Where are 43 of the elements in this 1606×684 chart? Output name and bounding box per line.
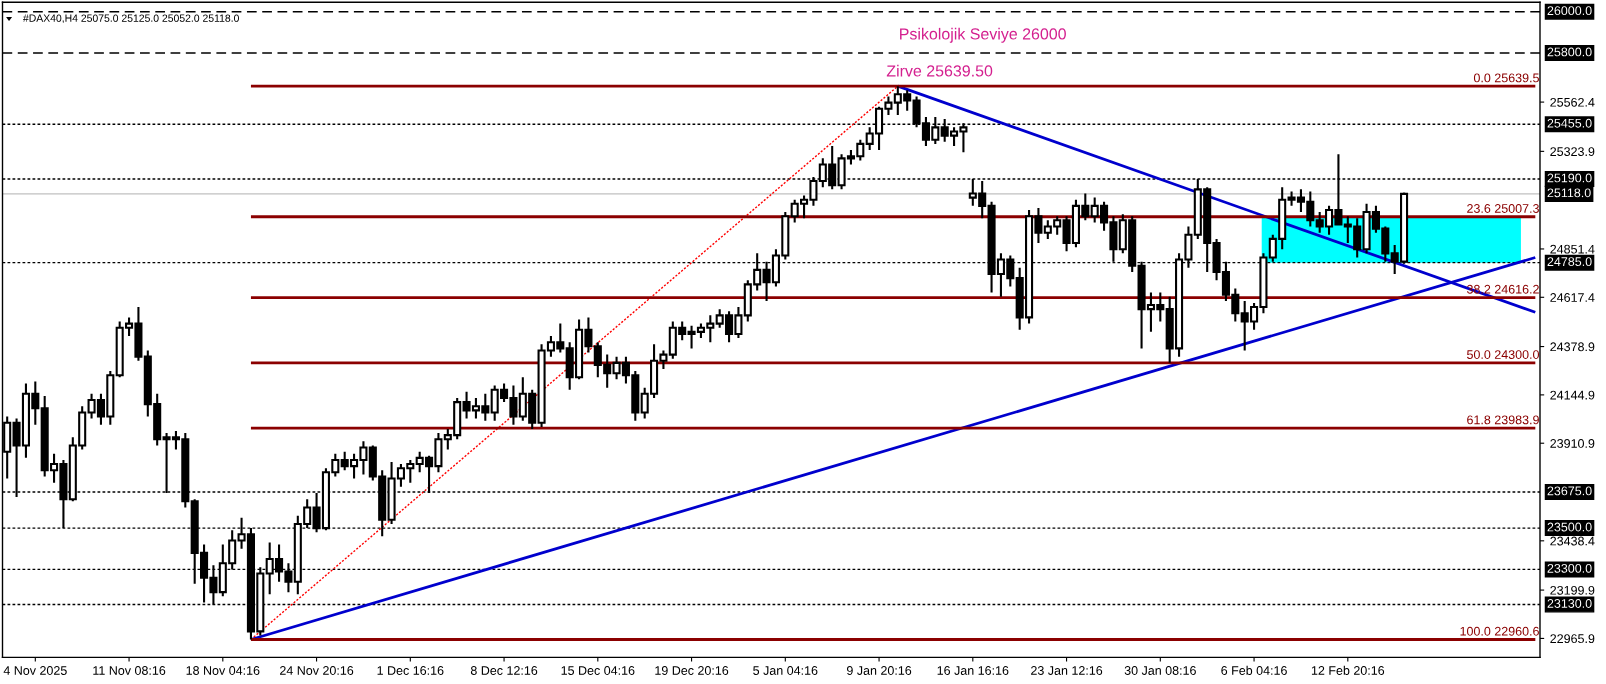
ref-line-label: 23500.0 xyxy=(1547,522,1592,532)
y-tick-label: 24617.4 xyxy=(1550,293,1595,302)
series-label: 23.6 25007.3 xyxy=(1467,204,1539,213)
x-tick-label: 12 Feb 20:16 xyxy=(1311,665,1385,675)
ref-line-label: 23300.0 xyxy=(1547,563,1592,573)
ref-line-label: 25800.0 xyxy=(1547,47,1592,57)
ref-line-label: 25190.0 xyxy=(1547,173,1592,183)
y-tick-label: 23199.9 xyxy=(1550,585,1595,595)
x-tick-label: 5 Jan 04:16 xyxy=(753,666,818,675)
x-tick-label: 11 Nov 08:16 xyxy=(93,666,166,675)
x-tick-label: 30 Jan 08:16 xyxy=(1124,666,1196,675)
x-tick-label: 24 Nov 20:16 xyxy=(280,666,354,675)
ref-line-label: 24785.0 xyxy=(1547,257,1592,267)
y-tick-label: 22965.9 xyxy=(1550,634,1595,644)
series-label: 50.0 24300.0 xyxy=(1467,350,1539,359)
x-tick-label: 16 Jan 16:16 xyxy=(937,666,1009,675)
y-tick-label: 23438.4 xyxy=(1550,536,1595,546)
x-tick-label: 8 Dec 12:16 xyxy=(470,666,538,675)
ref-line-label: 25455.0 xyxy=(1547,118,1592,128)
ref-line-label: 23130.0 xyxy=(1547,599,1592,608)
y-tick-label: 25323.9 xyxy=(1550,147,1595,157)
y-tick-label: 24144.9 xyxy=(1550,390,1595,400)
y-tick-label: 25562.4 xyxy=(1550,97,1595,107)
x-tick-label: 19 Dec 20:16 xyxy=(655,666,729,675)
x-tick-label: 1 Dec 16:16 xyxy=(377,666,444,675)
ref-line-label: 26000.0 xyxy=(1547,6,1592,16)
x-tick-label: 4 Nov 2025 xyxy=(3,666,67,675)
y-tick-label: 24851.4 xyxy=(1550,244,1595,254)
annotation: Psikolojik Seviye 26000 xyxy=(900,27,1066,43)
x-tick-label: 9 Jan 20:16 xyxy=(846,666,912,675)
annotation: Zirve 25639.50 xyxy=(886,64,993,77)
ref-line-label: 23675.0 xyxy=(1547,486,1592,496)
x-tick-label: 15 Dec 04:16 xyxy=(561,666,635,675)
ref-line-label: 25118.0 xyxy=(1547,188,1591,198)
series-label: 100.0 22960.6 xyxy=(1460,626,1539,636)
y-tick-label: 23910.9 xyxy=(1550,439,1595,448)
y-tick-label: 24378.9 xyxy=(1550,342,1595,352)
x-tick-label: 23 Jan 12:16 xyxy=(1031,666,1103,675)
series-label: 0.0 25639.5 xyxy=(1473,73,1539,83)
text: #DAX40,H4 25075.0 25125.0 25052.0 25118.0 xyxy=(22,14,239,24)
x-tick-label: 6 Feb 04:16 xyxy=(1221,665,1287,675)
x-tick-label: 18 Nov 04:16 xyxy=(186,666,260,675)
series-label: 61.8 23983.9 xyxy=(1467,415,1539,425)
